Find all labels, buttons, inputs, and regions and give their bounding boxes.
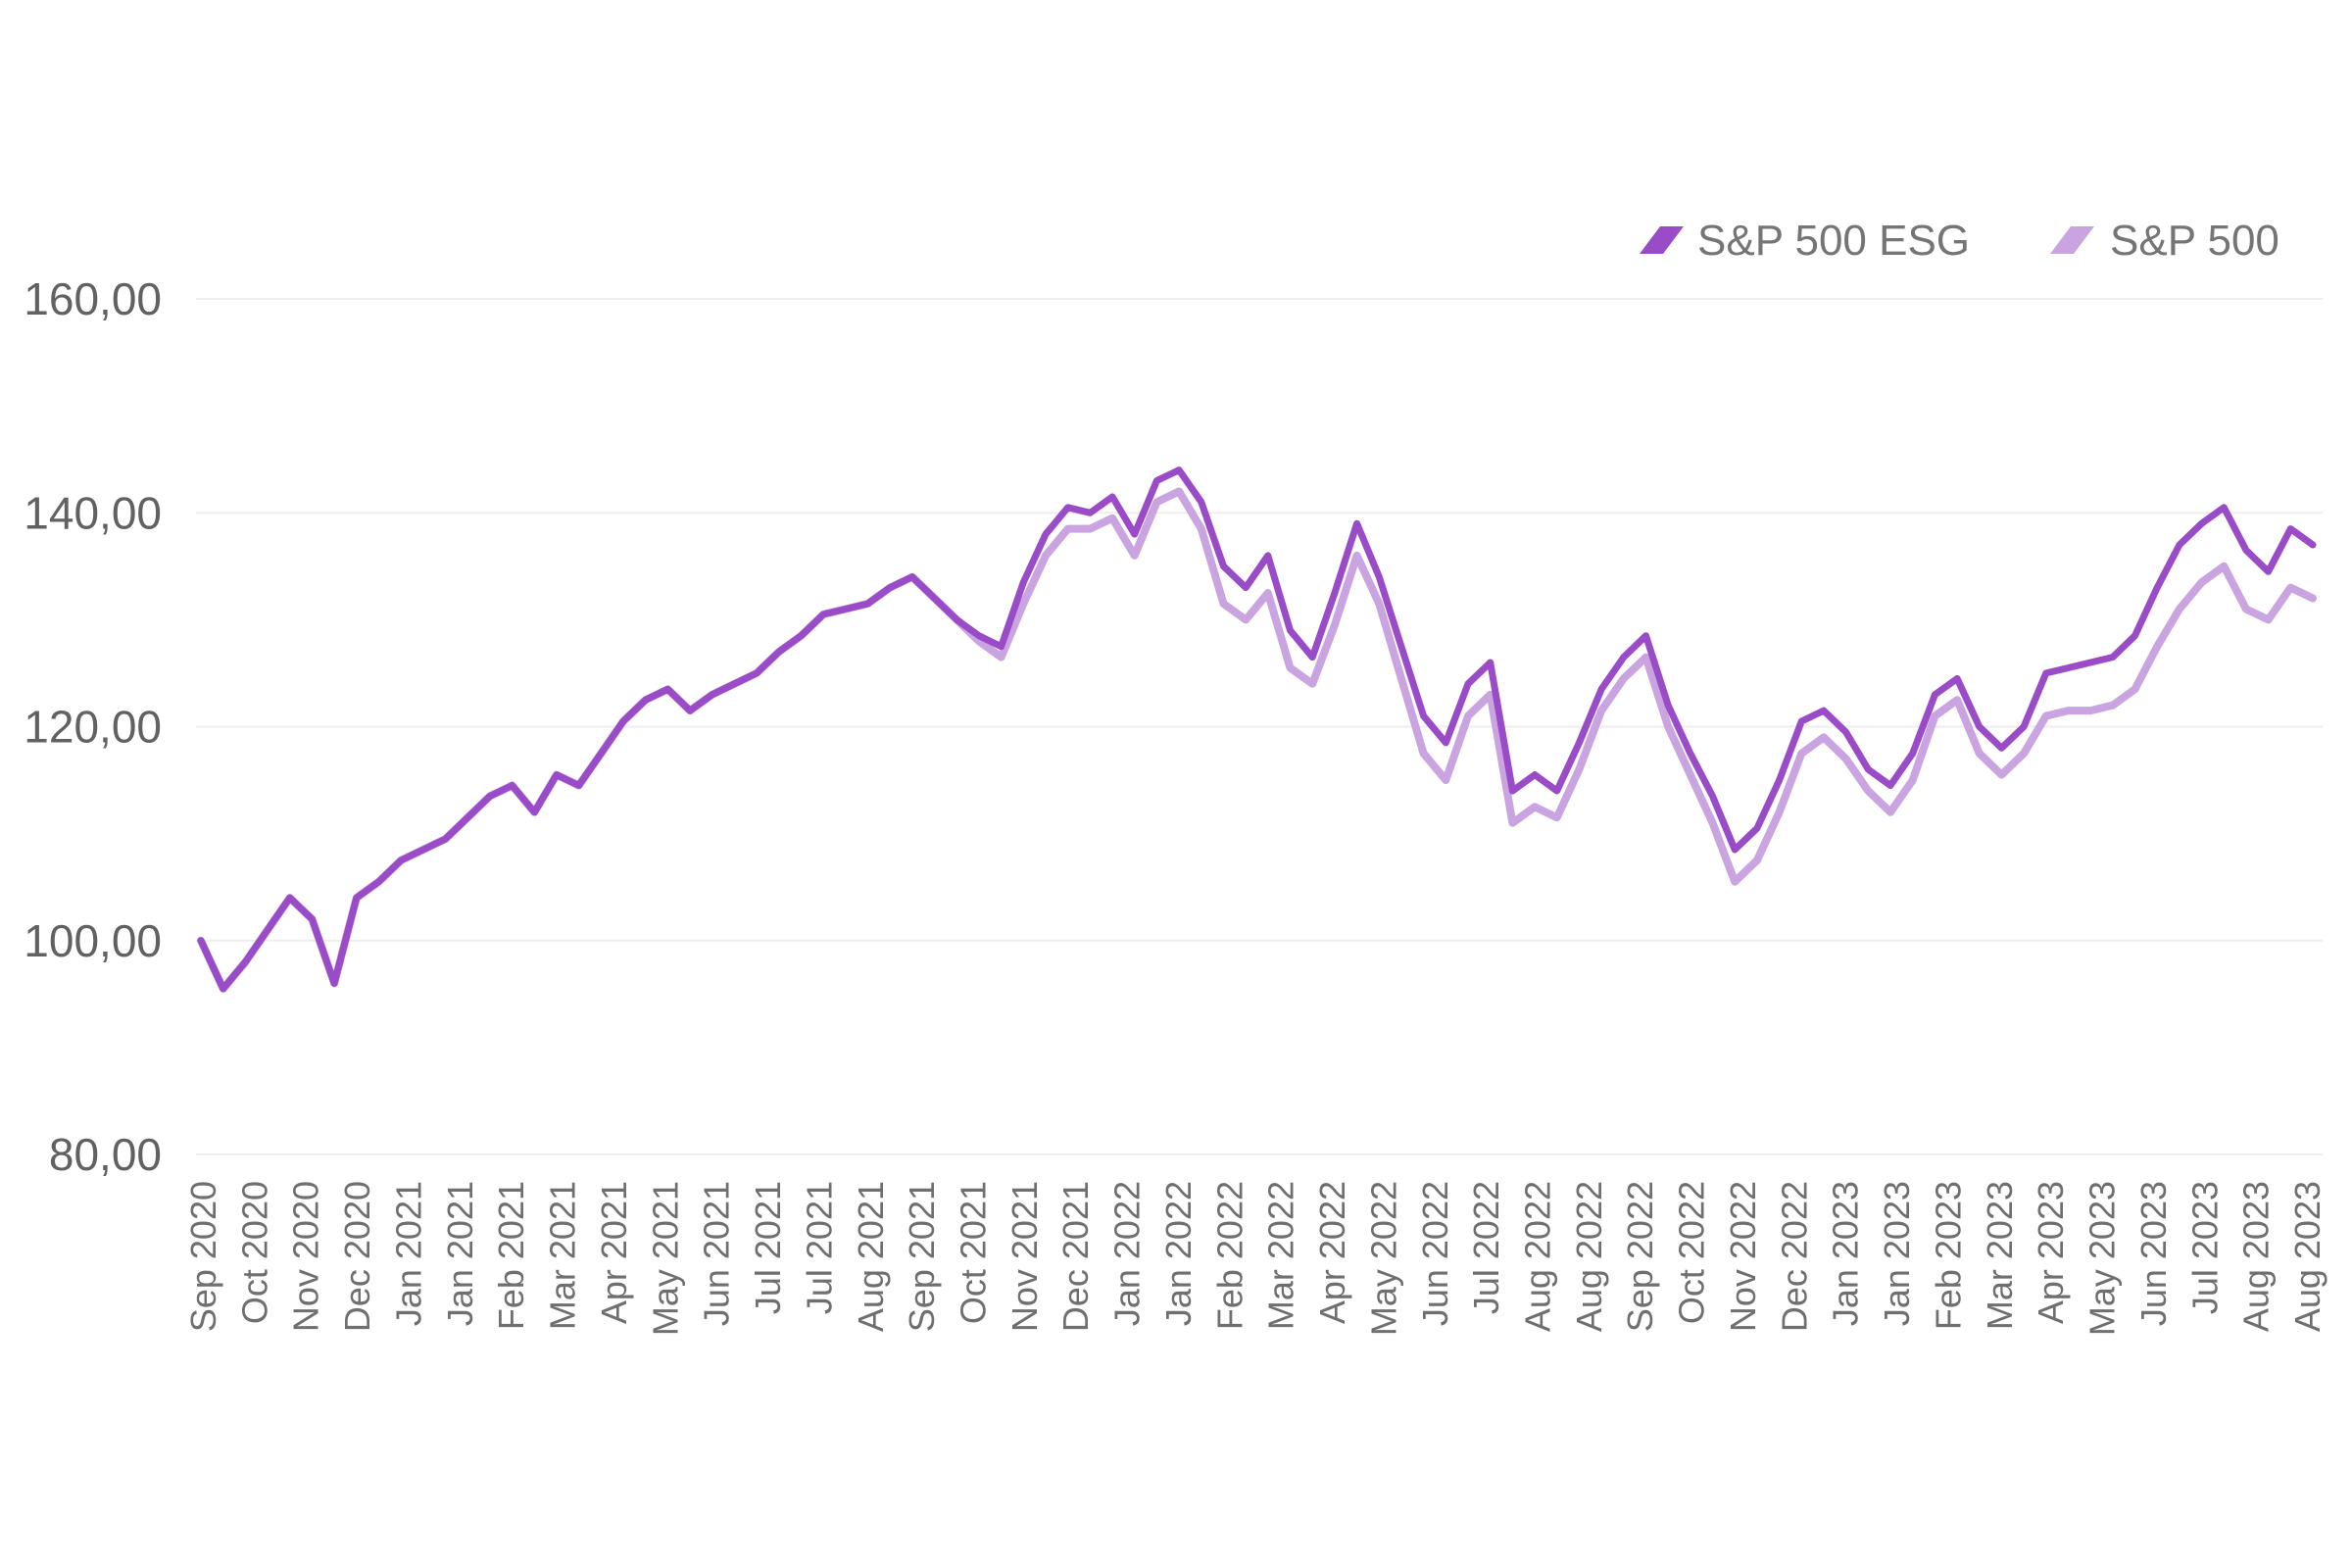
y-tick-label: 80,00 [49,1129,162,1180]
x-tick-label: Oct 2020 [234,1181,274,1324]
x-tick-label: Mar 2021 [543,1181,583,1330]
legend[interactable]: S&P 500 ESG S&P 500 [1640,217,2279,265]
x-tick-label: Jul 2022 [1466,1181,1506,1314]
grid-lines [196,298,2323,1155]
x-tick-label: Jul 2021 [799,1181,839,1314]
x-tick-label: Jun 2021 [697,1181,737,1326]
x-tick-label: Jan 2023 [1877,1181,1917,1326]
x-tick-label: Apr 2022 [1312,1181,1352,1324]
x-tick-label: Dec 2022 [1774,1181,1814,1332]
x-tick-label: May 2021 [645,1181,685,1336]
series-line-sp500-esg [197,466,2317,993]
y-tick-label: 120,00 [24,702,162,753]
x-axis-tick-labels: Sep 2020 Oct 2020 Nov 2020 Dec 2020 Jan 2021… [183,1181,2328,1336]
x-tick-label: Sep 2020 [183,1181,223,1332]
legend-swatch-sp500-esg [1640,226,1684,254]
y-axis-tick-labels: 80,00 100,00 120,00 140,00 160,00 [24,273,162,1180]
legend-label-sp500: S&P 500 [2110,217,2279,265]
x-tick-label: Jul 2021 [748,1181,788,1314]
legend-label-sp500-esg: S&P 500 ESG [1697,217,1970,265]
x-tick-label: Apr 2023 [2031,1181,2071,1324]
legend-swatch-sp500 [2050,226,2094,254]
x-tick-label: Mar 2022 [1261,1181,1301,1330]
y-tick-label: 100,00 [24,915,162,966]
x-tick-label: Jan 2021 [388,1181,428,1326]
x-tick-label: Aug 2023 [2287,1181,2328,1332]
x-tick-label: May 2023 [2082,1181,2123,1336]
x-tick-label: Oct 2021 [953,1181,993,1324]
x-tick-label: Jul 2023 [2184,1181,2225,1314]
x-tick-label: Feb 2021 [491,1181,531,1330]
x-tick-label: Jan 2021 [440,1181,480,1326]
x-tick-label: Oct 2022 [1672,1181,1712,1324]
x-tick-label: Feb 2023 [1928,1181,1968,1330]
x-tick-label: Sep 2021 [902,1181,942,1332]
x-tick-label: Feb 2022 [1209,1181,1250,1330]
x-tick-label: Nov 2020 [286,1181,326,1332]
legend-item-sp500-esg[interactable]: S&P 500 ESG [1640,217,1970,265]
x-tick-label: Apr 2021 [594,1181,634,1324]
x-tick-label: Dec 2021 [1055,1181,1096,1332]
x-tick-label: Jan 2022 [1158,1181,1199,1326]
x-tick-label: Aug 2023 [2236,1181,2277,1332]
x-tick-label: Dec 2020 [337,1181,377,1332]
x-tick-label: May 2022 [1363,1181,1403,1336]
x-tick-label: Jan 2023 [1826,1181,1866,1326]
x-tick-label: Nov 2021 [1004,1181,1045,1332]
x-tick-label: Sep 2022 [1620,1181,1660,1332]
x-tick-label: Aug 2022 [1518,1181,1558,1332]
x-tick-label: Mar 2023 [1980,1181,2020,1330]
x-tick-label: Nov 2022 [1723,1181,1763,1332]
x-tick-label: Jun 2023 [2133,1181,2174,1326]
x-tick-label: Jun 2022 [1415,1181,1455,1326]
legend-item-sp500[interactable]: S&P 500 [2050,217,2279,265]
x-tick-label: Aug 2021 [851,1181,891,1332]
y-tick-label: 140,00 [24,487,162,538]
series-lines [197,466,2317,993]
y-tick-label: 160,00 [24,273,162,324]
x-tick-label: Jan 2022 [1107,1181,1148,1326]
x-tick-label: Aug 2022 [1569,1181,1609,1332]
